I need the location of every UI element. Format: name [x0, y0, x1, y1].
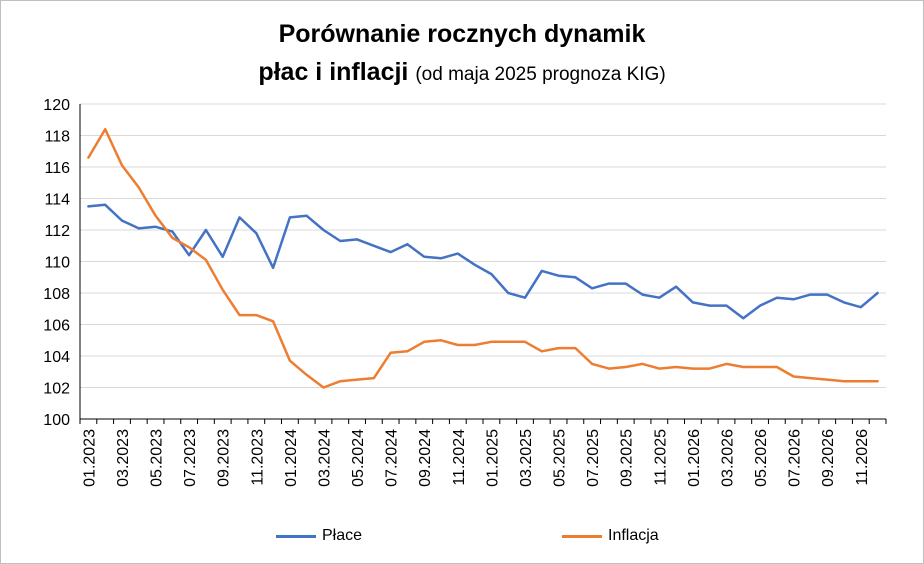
y-tick-label: 118 — [44, 129, 70, 146]
y-tick-label: 104 — [43, 349, 70, 366]
legend-swatch-inflacja — [562, 534, 602, 538]
y-tick-label: 100 — [43, 412, 70, 429]
legend-item-inflacja: Inflacja — [562, 525, 659, 547]
chart-title-line2: płac i inflacji (od maja 2025 prognoza K… — [0, 58, 924, 87]
x-tick-label: 05.2024 — [350, 429, 367, 487]
x-tick-label: 03.2025 — [518, 429, 535, 487]
y-tick-label: 102 — [43, 381, 70, 398]
x-tick-label: 05.2026 — [753, 429, 770, 487]
legend-label-place: Płace — [322, 527, 363, 544]
x-tick-label: 03.2026 — [719, 429, 736, 487]
x-tick-label: 01.2025 — [484, 429, 501, 487]
chart-title-line1: Porównanie rocznych dynamik — [278, 20, 646, 48]
y-tick-label: 110 — [44, 255, 70, 272]
x-tick-label: 11.2023 — [249, 429, 266, 486]
x-tick-label: 01.2023 — [81, 429, 98, 487]
x-tick-label: 11.2024 — [451, 429, 468, 486]
y-tick-label: 116 — [44, 160, 70, 177]
x-tick-label: 07.2025 — [585, 429, 602, 487]
x-tick-label: 07.2023 — [182, 429, 199, 487]
legend-label-inflacja: Inflacja — [608, 527, 659, 544]
x-tick-label: 01.2024 — [283, 429, 300, 487]
y-tick-label: 114 — [44, 192, 70, 209]
x-tick-label: 03.2023 — [115, 429, 132, 487]
series-line-inflacja — [87, 127, 879, 389]
x-tick-label: 11.2025 — [652, 429, 669, 486]
legend-swatch-place — [276, 534, 316, 538]
y-tick-label: 108 — [43, 286, 70, 303]
x-tick-label: 07.2026 — [787, 429, 804, 487]
x-tick-label: 09.2026 — [820, 429, 837, 487]
x-tick-label: 05.2025 — [552, 429, 569, 487]
x-tick-label: 09.2024 — [417, 429, 434, 487]
y-tick-label: 106 — [43, 318, 70, 335]
y-tick-label: 112 — [44, 223, 70, 240]
x-tick-label: 01.2026 — [686, 429, 703, 487]
x-tick-label: 09.2023 — [216, 429, 233, 487]
y-tick-label: 120 — [43, 97, 70, 114]
chart-title-note: (od maja 2025 prognoza KIG) — [415, 64, 666, 85]
x-tick-label: 05.2023 — [149, 429, 166, 487]
x-tick-label: 03.2024 — [316, 429, 333, 487]
x-tick-label: 09.2025 — [619, 429, 636, 487]
chart-title-bold: płac i inflacji — [258, 58, 409, 86]
x-tick-label: 11.2026 — [854, 429, 871, 486]
series-line-place — [87, 203, 879, 320]
legend-item-place: Płace — [276, 525, 362, 547]
x-tick-label: 07.2024 — [384, 429, 401, 487]
